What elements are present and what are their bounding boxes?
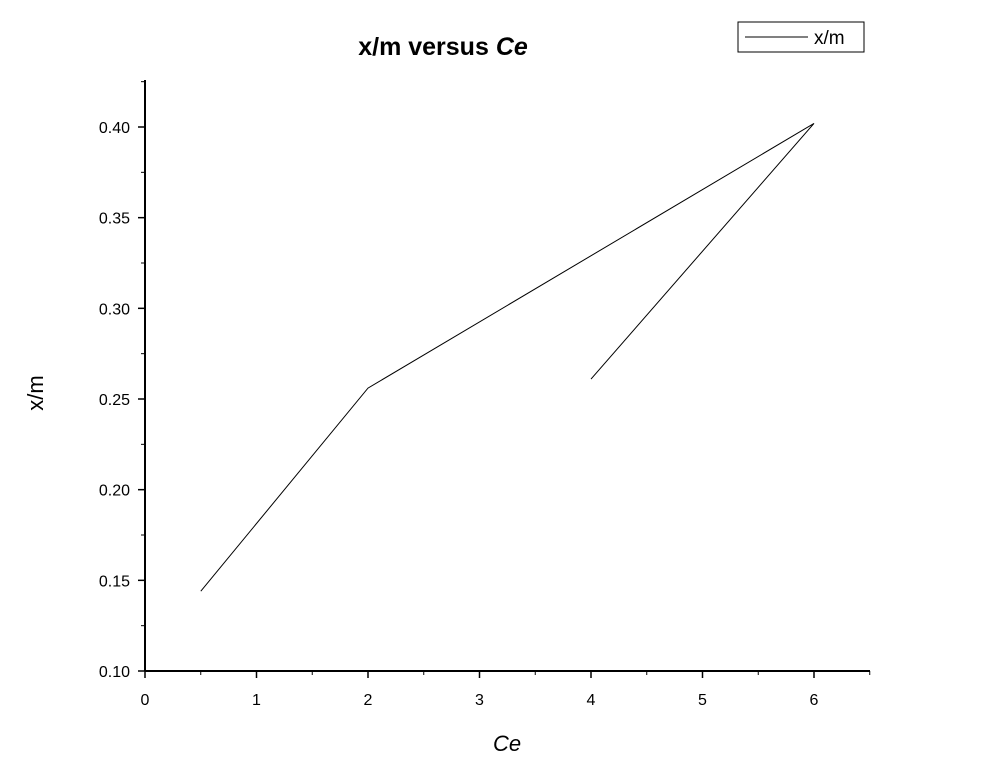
y-tick-label: 0.20 bbox=[99, 483, 130, 500]
y-axis-label: x/m bbox=[23, 375, 48, 410]
series-line-x-m bbox=[200, 122, 815, 592]
y-tick-label: 0.10 bbox=[99, 664, 130, 681]
legend-label-x-m: x/m bbox=[814, 28, 845, 49]
x-axis-label: Ce bbox=[493, 731, 521, 756]
y-tick-label: 0.35 bbox=[99, 211, 130, 228]
x-tick-label: 4 bbox=[587, 692, 596, 709]
x-tick-label: 2 bbox=[364, 692, 373, 709]
legend: x/m bbox=[737, 21, 865, 53]
y-tick-label: 0.25 bbox=[99, 392, 130, 409]
chart-title-main: x/m versus bbox=[358, 33, 496, 61]
x-tick-label: 6 bbox=[810, 692, 819, 709]
y-tick-label: 0.15 bbox=[99, 573, 130, 590]
y-tick-label: 0.40 bbox=[99, 120, 130, 137]
chart-title: x/m versus Ce bbox=[358, 33, 528, 61]
x-tick-label: 0 bbox=[141, 692, 150, 709]
y-tick-label: 0.30 bbox=[99, 301, 130, 318]
chart-title-italic: Ce bbox=[496, 33, 528, 61]
x-tick-label: 5 bbox=[698, 692, 707, 709]
x-tick-label: 1 bbox=[252, 692, 261, 709]
plot-area bbox=[200, 122, 815, 592]
x-tick-label: 3 bbox=[475, 692, 484, 709]
axes: 0 1 2 3 4 5 6 0.10 0.15 0.20 0.25 0.30 0.35 0.40 bbox=[99, 80, 871, 709]
